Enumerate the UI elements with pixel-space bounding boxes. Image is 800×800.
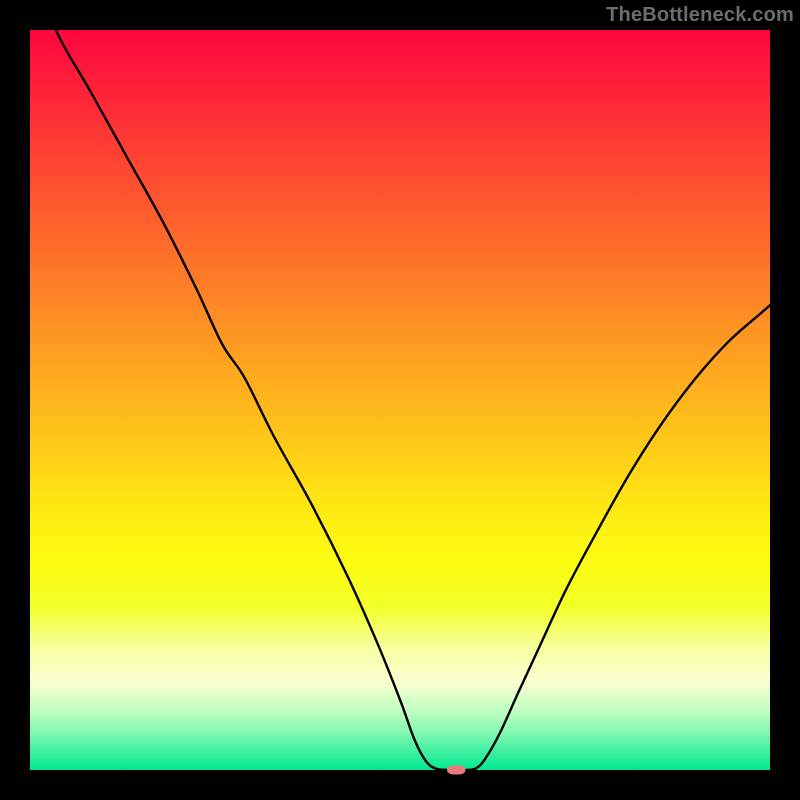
- chart-container: TheBottleneck.com: [0, 0, 800, 800]
- plot-background: [30, 30, 770, 770]
- watermark-text: TheBottleneck.com: [606, 4, 794, 27]
- bottleneck-chart: [0, 0, 800, 800]
- optimal-point-marker: [447, 766, 466, 775]
